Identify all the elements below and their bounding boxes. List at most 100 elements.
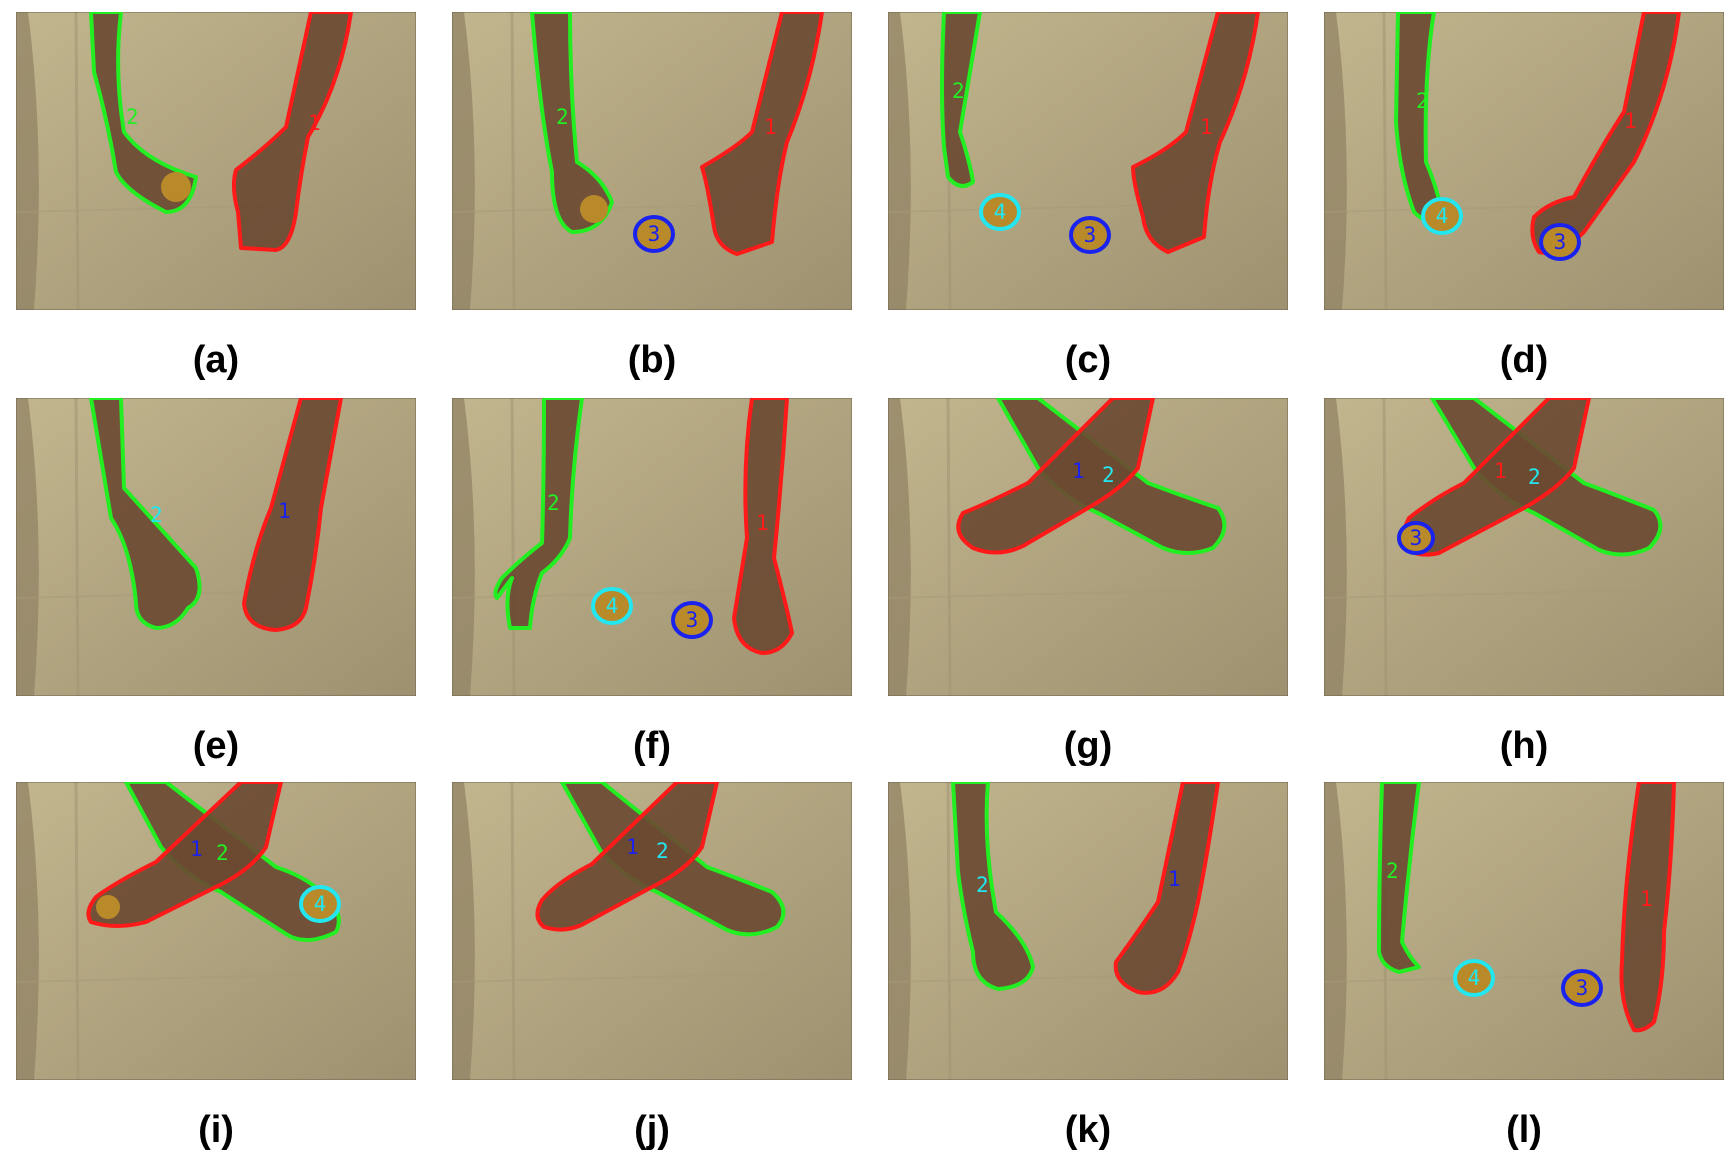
right-hand-id: 1 xyxy=(1624,109,1637,133)
cloth-crease xyxy=(1324,201,1724,213)
cloth-fold-left xyxy=(16,398,39,696)
left-hand-outline xyxy=(493,398,584,630)
ball-cyan-label: 4 xyxy=(1468,966,1481,990)
cloth-crease xyxy=(510,782,516,1080)
right-hand-id: 1 xyxy=(1640,887,1653,911)
ball-cyan-label: 4 xyxy=(1436,204,1449,228)
ball-blue xyxy=(671,601,713,639)
right-hand-id: 1 xyxy=(278,499,291,523)
figure-panel-f: 4 3 2 1 (f) xyxy=(452,398,852,767)
ball-blue-label: 3 xyxy=(1410,526,1423,550)
right-hand-id: 1 xyxy=(190,837,203,861)
left-hand-outline xyxy=(951,782,1035,991)
left-hand-outline xyxy=(530,12,614,234)
ball-blue-label: 3 xyxy=(686,608,699,632)
right-hand-outline xyxy=(242,398,343,632)
left-hand-id: 2 xyxy=(952,79,965,103)
panel-photo-f: 4 3 2 1 xyxy=(452,398,852,696)
table-surface xyxy=(16,12,416,310)
panel-caption: (g) xyxy=(1063,725,1113,767)
ball-cyan xyxy=(1421,197,1463,235)
ball-blue-label: 3 xyxy=(1554,230,1567,254)
panel-caption: (j) xyxy=(634,1109,670,1151)
ball-blue xyxy=(1397,521,1435,555)
cloth-crease xyxy=(510,398,516,696)
right-hand-id: 1 xyxy=(1072,459,1085,483)
left-hand-outline xyxy=(940,12,982,188)
right-hand-id: 1 xyxy=(308,111,321,135)
ball-cyan xyxy=(979,193,1021,231)
cloth-crease xyxy=(16,201,416,213)
right-hand-outline xyxy=(231,12,353,252)
left-hand-outline xyxy=(89,398,202,630)
cloth-crease xyxy=(1382,12,1388,310)
ball-cyan-label: 4 xyxy=(314,892,327,916)
orange-ball xyxy=(161,172,191,202)
figure-panel-b: 3 2 1 (b) xyxy=(452,12,852,381)
panel-caption: (c) xyxy=(1064,339,1112,381)
figure-panel-g: 1 2 (g) xyxy=(888,398,1288,767)
right-hand-id: 1 xyxy=(1494,459,1507,483)
right-hand-outline xyxy=(956,398,1155,555)
panel-photo-h: 3 1 2 xyxy=(1324,398,1724,696)
panel-caption: (b) xyxy=(627,339,677,381)
left-hand-id: 2 xyxy=(216,841,229,865)
cloth-crease xyxy=(510,12,516,310)
figure-panel-d: 4 3 2 1 (d) xyxy=(1324,12,1724,381)
cloth-fold-left xyxy=(1324,12,1347,310)
figure-panel-l: 4 3 2 1 (l) xyxy=(1324,782,1724,1151)
ball-blue xyxy=(1069,216,1111,254)
cloth-crease xyxy=(74,398,80,696)
cloth-fold-left xyxy=(16,782,39,1080)
panel-caption: (a) xyxy=(192,339,240,381)
panel-caption: (d) xyxy=(1499,339,1549,381)
cloth-fold-left xyxy=(888,12,911,310)
panel-caption: (h) xyxy=(1499,725,1549,767)
figure-panel-e: 2 1 (e) xyxy=(16,398,416,767)
right-hand-outline xyxy=(86,782,283,928)
panel-caption: (l) xyxy=(1506,1109,1542,1151)
left-hand-id: 2 xyxy=(1386,859,1399,883)
left-hand-id: 2 xyxy=(556,105,569,129)
ball-blue xyxy=(1539,223,1581,261)
ball-cyan xyxy=(591,587,633,625)
panel-caption: (k) xyxy=(1064,1109,1112,1151)
panel-photo-d: 4 3 2 1 xyxy=(1324,12,1724,310)
cloth-fold-left xyxy=(1324,782,1347,1080)
ball-blue-label: 3 xyxy=(1084,223,1097,247)
left-hand-id: 2 xyxy=(976,873,989,897)
cloth-crease xyxy=(452,201,852,213)
cloth-crease xyxy=(74,12,80,310)
figure-panel-a: 2 1 (a) xyxy=(16,12,416,381)
right-hand-outline xyxy=(1131,12,1260,254)
ball-blue xyxy=(1561,969,1603,1007)
table-surface xyxy=(16,398,416,696)
left-hand-outline xyxy=(89,12,198,214)
ball-blue xyxy=(633,215,675,253)
ball-cyan-label: 4 xyxy=(606,594,619,618)
panel-photo-l: 4 3 2 1 xyxy=(1324,782,1724,1080)
right-hand-id: 1 xyxy=(756,511,769,535)
right-hand-id: 1 xyxy=(764,115,777,139)
ball-cyan-label: 4 xyxy=(994,200,1007,224)
ball-blue-label: 3 xyxy=(1576,976,1589,1000)
cloth-crease xyxy=(74,782,80,1080)
left-hand-outline xyxy=(1377,782,1421,974)
cloth-fold-left xyxy=(452,12,475,310)
right-hand-outline xyxy=(700,12,824,256)
orange-ball xyxy=(96,895,120,919)
cloth-crease xyxy=(946,782,952,1080)
left-hand-id: 2 xyxy=(1416,89,1429,113)
panel-photo-i: 4 1 2 xyxy=(16,782,416,1080)
orange-ball xyxy=(580,195,608,223)
left-hand-id: 2 xyxy=(150,503,163,527)
left-hand-id: 2 xyxy=(1102,463,1115,487)
left-hand-id: 2 xyxy=(1528,465,1541,489)
cloth-crease xyxy=(888,201,1288,213)
cloth-crease xyxy=(888,971,1288,983)
